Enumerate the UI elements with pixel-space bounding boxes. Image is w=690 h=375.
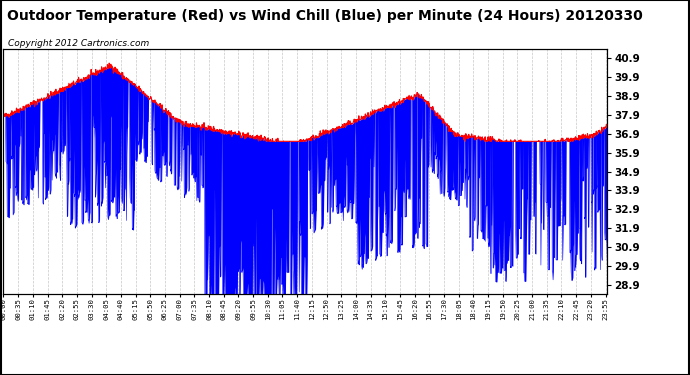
Text: Outdoor Temperature (Red) vs Wind Chill (Blue) per Minute (24 Hours) 20120330: Outdoor Temperature (Red) vs Wind Chill … xyxy=(7,9,642,23)
Text: Copyright 2012 Cartronics.com: Copyright 2012 Cartronics.com xyxy=(8,39,150,48)
